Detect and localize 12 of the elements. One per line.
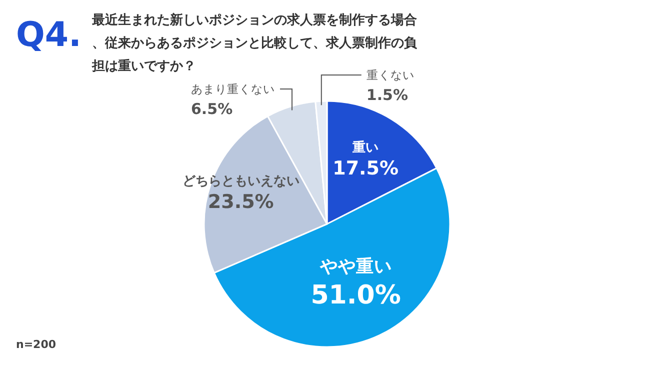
slice-label: どちらともいえない [182, 174, 300, 190]
data-label: 17.5% [332, 157, 399, 180]
slice-label: あまり重くない [191, 82, 276, 96]
data-label: 6.5% [191, 100, 233, 118]
chart-title: Q4. [16, 15, 82, 55]
text: n=200 [16, 338, 56, 351]
pie-slice [314, 100, 328, 225]
slice-label: やや重い [318, 256, 392, 278]
slice-label: 重い [352, 140, 379, 156]
data-label: 1.5% [366, 86, 408, 104]
data-label: 23.5% [208, 190, 274, 213]
data-label: 51.0% [310, 280, 401, 310]
